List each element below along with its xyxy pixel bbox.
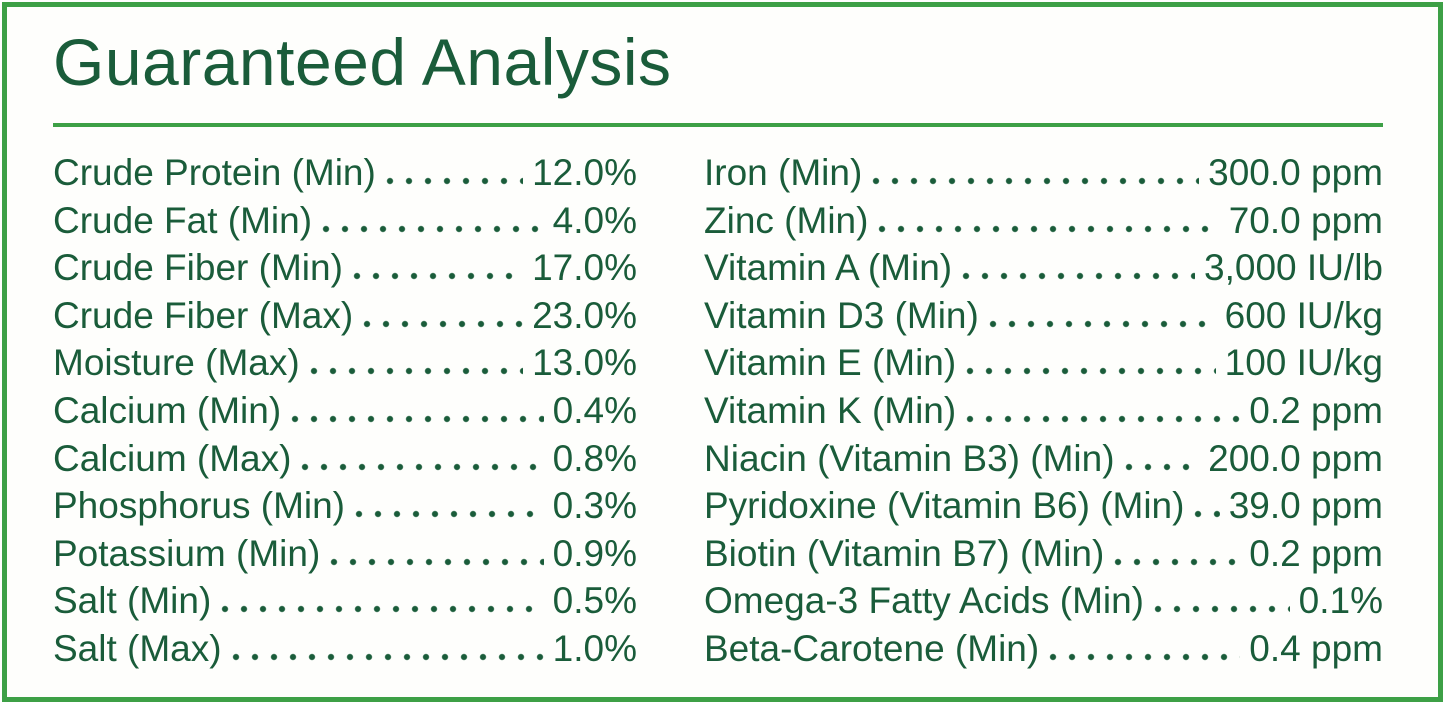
nutrient-label: Salt (Min) — [53, 580, 212, 622]
nutrient-value: 23.0% — [532, 294, 637, 336]
nutrient-label: Phosphorus (Min) — [53, 485, 346, 527]
dot-leader — [872, 177, 1200, 185]
dot-leader — [363, 319, 524, 328]
dot-leader — [385, 177, 524, 185]
dot-leader — [1124, 462, 1200, 471]
analysis-column-left: Crude Protein (Min) 12.0% Crude Fat (Min… — [53, 149, 637, 673]
dot-leader — [878, 224, 1220, 233]
nutrient-label: Crude Fat (Min) — [53, 199, 313, 241]
nutrient-label: Vitamin D3 (Min) — [704, 294, 979, 336]
nutrient-label: Biotin (Vitamin B7) (Min) — [704, 532, 1105, 574]
nutrient-label: Salt (Max) — [53, 627, 222, 669]
analysis-row: Crude Fiber (Min) 17.0% — [53, 244, 637, 292]
analysis-row: Omega-3 Fatty Acids (Min) 0.1% — [704, 577, 1383, 625]
nutrient-value: 0.4 ppm — [1249, 627, 1383, 669]
dot-leader — [966, 367, 1216, 376]
nutrient-value: 17.0% — [532, 247, 637, 289]
nutrient-label: Crude Protein (Min) — [53, 152, 376, 193]
nutrient-label: Pyridoxine (Vitamin B6) (Min) — [704, 485, 1185, 527]
analysis-row: Potassium (Min) 0.9% — [53, 530, 637, 578]
nutrient-label: Calcium (Max) — [53, 437, 292, 479]
nutrient-value: 300.0 ppm — [1208, 152, 1383, 193]
analysis-row: Crude Protein (Min) 12.0% — [53, 149, 637, 197]
analysis-column-right: Iron (Min) 300.0 ppm Zinc (Min) 70.0 ppm… — [704, 149, 1383, 673]
dot-leader — [322, 224, 544, 233]
nutrient-value: 13.0% — [532, 342, 637, 384]
dot-leader — [291, 414, 544, 423]
nutrient-value: 200.0 ppm — [1208, 437, 1383, 479]
analysis-row: Salt (Min) 0.5% — [53, 577, 637, 625]
nutrient-label: Vitamin K (Min) — [704, 389, 957, 431]
dot-leader — [988, 319, 1216, 328]
nutrient-label: Crude Fiber (Min) — [53, 247, 343, 289]
nutrient-value: 0.4% — [552, 389, 637, 431]
analysis-row: Iron (Min) 300.0 ppm — [704, 149, 1383, 197]
nutrient-label: Niacin (Vitamin B3) (Min) — [704, 437, 1115, 479]
nutrient-value: 0.9% — [552, 532, 637, 574]
analysis-row: Vitamin K (Min) 0.2 ppm — [704, 387, 1383, 435]
analysis-row: Crude Fiber (Max) 23.0% — [53, 292, 637, 340]
dot-leader — [355, 510, 544, 519]
dot-leader — [309, 367, 524, 376]
nutrient-label: Calcium (Min) — [53, 389, 282, 431]
analysis-row: Pyridoxine (Vitamin B6) (Min) 39.0 ppm — [704, 482, 1383, 530]
nutrient-label: Iron (Min) — [704, 152, 863, 193]
analysis-row: Niacin (Vitamin B3) (Min) 200.0 ppm — [704, 435, 1383, 483]
analysis-row: Salt (Max) 1.0% — [53, 625, 637, 673]
dot-leader — [352, 272, 524, 281]
dot-leader — [1049, 652, 1241, 661]
nutrient-value: 1.0% — [552, 627, 637, 669]
nutrient-label: Beta-Carotene (Min) — [704, 627, 1040, 669]
analysis-row: Zinc (Min) 70.0 ppm — [704, 197, 1383, 245]
analysis-row: Moisture (Max) 13.0% — [53, 339, 637, 387]
nutrient-value: 600 IU/kg — [1224, 294, 1383, 336]
nutrient-value: 0.5% — [552, 580, 637, 622]
title-divider — [53, 123, 1383, 127]
analysis-row: Vitamin D3 (Min) 600 IU/kg — [704, 292, 1383, 340]
dot-leader — [231, 652, 544, 661]
nutrient-value: 0.3% — [552, 485, 637, 527]
analysis-row: Calcium (Min) 0.4% — [53, 387, 637, 435]
dot-leader — [1114, 557, 1241, 566]
analysis-row: Vitamin A (Min) 3,000 IU/lb — [704, 244, 1383, 292]
nutrient-value: 0.1% — [1298, 580, 1383, 622]
panel-title: Guaranteed Analysis — [53, 25, 672, 99]
nutrient-value: 0.2 ppm — [1249, 532, 1383, 574]
nutrient-label: Vitamin E (Min) — [704, 342, 957, 384]
nutrient-value: 70.0 ppm — [1228, 199, 1383, 241]
nutrient-label: Zinc (Min) — [704, 199, 869, 241]
analysis-row: Biotin (Vitamin B7) (Min) 0.2 ppm — [704, 530, 1383, 578]
nutrient-value: 12.0% — [532, 152, 637, 193]
dot-leader — [221, 605, 544, 614]
analysis-row: Crude Fat (Min) 4.0% — [53, 197, 637, 245]
panel-content: Guaranteed Analysis Crude Protein (Min) … — [7, 7, 1438, 697]
nutrient-label: Vitamin A (Min) — [704, 247, 953, 289]
nutrient-label: Crude Fiber (Max) — [53, 294, 354, 336]
analysis-row: Beta-Carotene (Min) 0.4 ppm — [704, 625, 1383, 673]
nutrient-label: Moisture (Max) — [53, 342, 300, 384]
dot-leader — [1154, 605, 1290, 614]
dot-leader — [301, 462, 544, 471]
nutrient-value: 4.0% — [552, 199, 637, 241]
dot-leader — [330, 557, 544, 566]
analysis-row: Vitamin E (Min) 100 IU/kg — [704, 339, 1383, 387]
nutrient-label: Omega-3 Fatty Acids (Min) — [704, 580, 1145, 622]
analysis-row: Calcium (Max) 0.8% — [53, 435, 637, 483]
nutrient-value: 0.2 ppm — [1249, 389, 1383, 431]
nutrient-value: 39.0 ppm — [1228, 485, 1383, 527]
dot-leader — [1194, 510, 1220, 519]
nutrient-label: Potassium (Min) — [53, 532, 321, 574]
analysis-columns: Crude Protein (Min) 12.0% Crude Fat (Min… — [53, 149, 1383, 673]
dot-leader — [962, 272, 1196, 281]
nutrient-value: 3,000 IU/lb — [1204, 247, 1383, 289]
nutrient-value: 0.8% — [552, 437, 637, 479]
dot-leader — [966, 414, 1241, 423]
analysis-row: Phosphorus (Min) 0.3% — [53, 482, 637, 530]
nutrient-value: 100 IU/kg — [1224, 342, 1383, 384]
